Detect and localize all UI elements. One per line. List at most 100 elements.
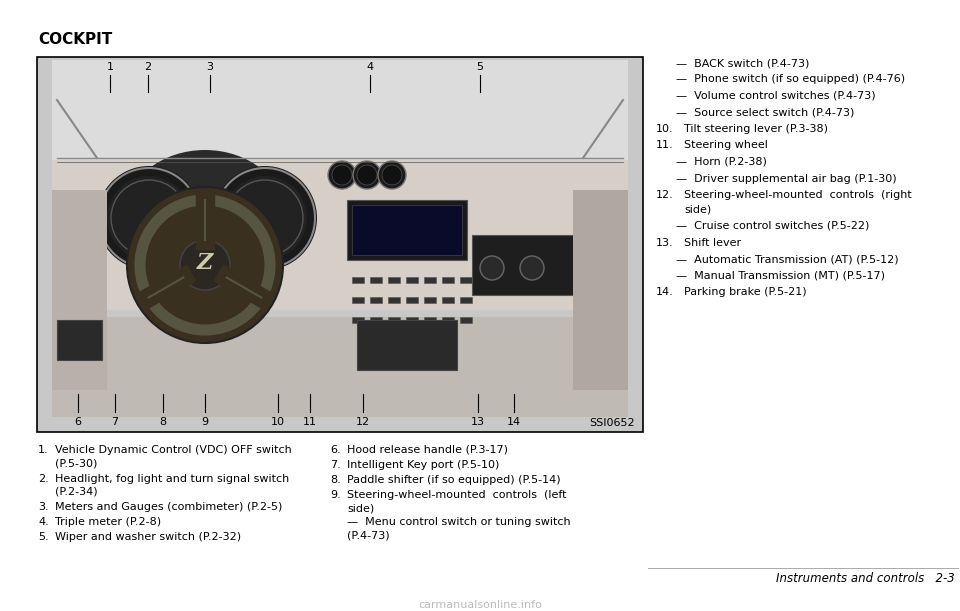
Circle shape xyxy=(107,176,191,260)
Text: side): side) xyxy=(347,503,374,513)
Text: Triple meter (P.2-8): Triple meter (P.2-8) xyxy=(55,517,161,527)
Text: Shift lever: Shift lever xyxy=(684,238,741,247)
Ellipse shape xyxy=(125,150,285,280)
Text: 10.: 10. xyxy=(656,124,674,134)
Bar xyxy=(52,60,628,160)
Text: Instruments and controls   2-3: Instruments and controls 2-3 xyxy=(777,572,955,585)
Bar xyxy=(573,190,628,390)
Bar xyxy=(424,277,436,283)
Text: Intelligent Key port (P.5-10): Intelligent Key port (P.5-10) xyxy=(347,460,499,470)
Bar xyxy=(442,277,454,283)
Text: —  Source select switch (P.4-73): — Source select switch (P.4-73) xyxy=(676,108,854,117)
Bar xyxy=(352,205,462,255)
Text: Wiper and washer switch (P.2-32): Wiper and washer switch (P.2-32) xyxy=(55,532,241,542)
Bar xyxy=(347,200,467,260)
Text: side): side) xyxy=(684,205,711,214)
Text: (P.2-34): (P.2-34) xyxy=(55,487,98,497)
Text: COCKPIT: COCKPIT xyxy=(38,32,112,47)
Text: —  BACK switch (P.4-73): — BACK switch (P.4-73) xyxy=(676,58,809,68)
Text: 5: 5 xyxy=(476,62,484,72)
Text: —  Menu control switch or tuning switch: — Menu control switch or tuning switch xyxy=(347,517,570,527)
Text: Steering wheel: Steering wheel xyxy=(684,141,768,150)
Text: —  Manual Transmission (MT) (P.5-17): — Manual Transmission (MT) (P.5-17) xyxy=(676,271,885,280)
Bar xyxy=(424,317,436,323)
Circle shape xyxy=(97,166,201,270)
Text: —  Phone switch (if so equipped) (P.4-76): — Phone switch (if so equipped) (P.4-76) xyxy=(676,75,905,84)
Bar xyxy=(406,297,418,303)
Bar xyxy=(370,297,382,303)
Text: Vehicle Dynamic Control (VDC) OFF switch: Vehicle Dynamic Control (VDC) OFF switch xyxy=(55,445,292,455)
Text: SSI0652: SSI0652 xyxy=(589,418,635,428)
Bar xyxy=(357,320,457,370)
Bar xyxy=(424,297,436,303)
Bar xyxy=(460,317,472,323)
Circle shape xyxy=(480,256,504,280)
Text: 12.: 12. xyxy=(656,190,674,200)
Text: 4.: 4. xyxy=(38,517,49,527)
Text: 2.: 2. xyxy=(38,474,49,483)
Text: 6.: 6. xyxy=(330,445,341,455)
Text: carmanualsonline.info: carmanualsonline.info xyxy=(418,600,542,610)
Circle shape xyxy=(223,176,307,260)
Text: Steering-wheel-mounted  controls  (right: Steering-wheel-mounted controls (right xyxy=(684,190,912,200)
Text: —  Cruise control switches (P.5-22): — Cruise control switches (P.5-22) xyxy=(676,221,870,231)
Text: 9: 9 xyxy=(202,417,208,427)
Text: 3: 3 xyxy=(206,62,213,72)
Text: Tilt steering lever (P.3-38): Tilt steering lever (P.3-38) xyxy=(684,124,828,134)
Circle shape xyxy=(378,161,406,189)
Circle shape xyxy=(127,187,283,343)
Text: 4: 4 xyxy=(367,62,373,72)
Text: 12: 12 xyxy=(356,417,370,427)
Text: Z: Z xyxy=(197,252,213,274)
Bar xyxy=(388,297,400,303)
Text: 7.: 7. xyxy=(330,460,341,470)
Bar xyxy=(57,320,102,360)
Text: (P.4-73): (P.4-73) xyxy=(347,530,390,541)
Text: 13: 13 xyxy=(471,417,485,427)
Text: 7: 7 xyxy=(111,417,119,427)
Bar xyxy=(370,277,382,283)
Text: 1.: 1. xyxy=(38,445,49,455)
Text: 9.: 9. xyxy=(330,490,341,500)
Circle shape xyxy=(357,165,377,185)
Text: Headlight, fog light and turn signal switch: Headlight, fog light and turn signal swi… xyxy=(55,474,289,483)
Text: 8: 8 xyxy=(159,417,167,427)
Bar xyxy=(388,277,400,283)
Bar xyxy=(460,277,472,283)
Bar xyxy=(352,297,364,303)
Text: 11: 11 xyxy=(303,417,317,427)
Text: —  Driver supplemental air bag (P.1-30): — Driver supplemental air bag (P.1-30) xyxy=(676,174,897,183)
Bar xyxy=(352,317,364,323)
Bar xyxy=(370,317,382,323)
Circle shape xyxy=(353,161,381,189)
Text: 5.: 5. xyxy=(38,532,49,542)
Text: Steering-wheel-mounted  controls  (left: Steering-wheel-mounted controls (left xyxy=(347,490,566,500)
Bar xyxy=(388,317,400,323)
Circle shape xyxy=(213,166,317,270)
Bar xyxy=(52,190,107,390)
FancyBboxPatch shape xyxy=(37,57,643,432)
Text: 2: 2 xyxy=(144,62,152,72)
Text: —  Horn (P.2-38): — Horn (P.2-38) xyxy=(676,157,767,167)
Bar xyxy=(406,277,418,283)
Bar xyxy=(460,297,472,303)
Bar xyxy=(406,317,418,323)
Bar xyxy=(352,277,364,283)
Circle shape xyxy=(328,161,356,189)
Circle shape xyxy=(382,165,402,185)
Text: Paddle shifter (if so equipped) (P.5-14): Paddle shifter (if so equipped) (P.5-14) xyxy=(347,475,561,485)
Text: (P.5-30): (P.5-30) xyxy=(55,458,97,469)
Text: Meters and Gauges (combimeter) (P.2-5): Meters and Gauges (combimeter) (P.2-5) xyxy=(55,502,282,512)
Bar xyxy=(442,297,454,303)
Text: —  Volume control switches (P.4-73): — Volume control switches (P.4-73) xyxy=(676,91,876,101)
Text: Parking brake (P.5-21): Parking brake (P.5-21) xyxy=(684,287,806,297)
Bar xyxy=(472,235,603,295)
Bar xyxy=(52,317,628,417)
Text: 3.: 3. xyxy=(38,502,49,512)
Circle shape xyxy=(180,240,230,290)
Text: 14: 14 xyxy=(507,417,521,427)
Bar xyxy=(442,317,454,323)
Bar xyxy=(52,130,628,310)
Text: 1: 1 xyxy=(107,62,113,72)
Text: 8.: 8. xyxy=(330,475,341,485)
